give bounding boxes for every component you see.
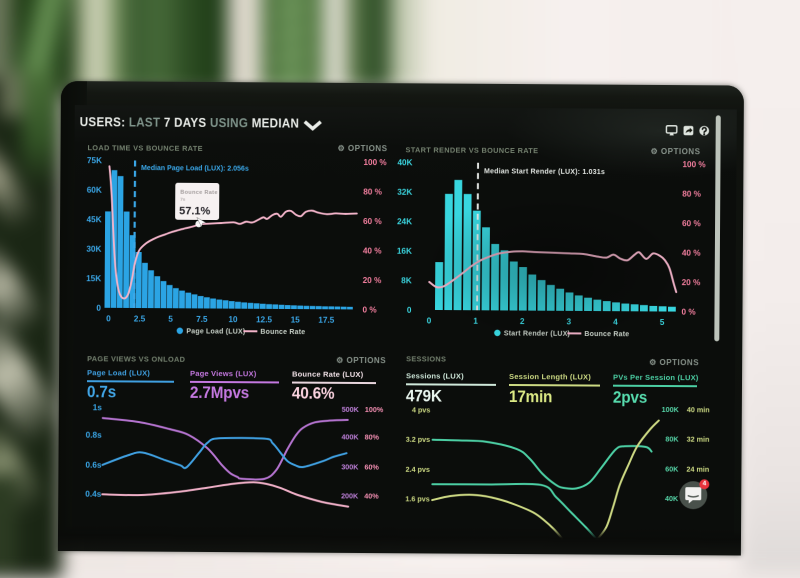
svg-text:Median Start Render (LUX): 1.0: Median Start Render (LUX): 1.031s [484,168,605,176]
svg-text:2.5: 2.5 [134,314,146,323]
svg-text:4 pvs: 4 pvs [412,405,430,414]
svg-text:40 %: 40 % [682,249,701,258]
svg-text:400K: 400K [341,432,359,441]
svg-text:7s: 7s [180,197,186,202]
svg-text:80K: 80K [665,435,679,444]
svg-text:Bounce Rate: Bounce Rate [584,331,629,338]
svg-text:40 min: 40 min [687,405,710,414]
svg-text:12.5: 12.5 [256,315,272,324]
svg-text:0: 0 [96,304,101,313]
svg-text:17.5: 17.5 [318,316,334,325]
svg-text:Page Load (LUX): Page Load (LUX) [186,328,245,335]
svg-text:1s: 1s [93,403,103,412]
svg-text:3: 3 [567,317,572,326]
svg-text:32 min: 32 min [687,435,710,444]
svg-text:15K: 15K [86,274,101,283]
svg-text:32K: 32K [397,188,412,197]
svg-text:40%: 40% [364,492,379,501]
svg-text:75K: 75K [87,156,102,165]
svg-text:Median Page Load (LUX): 2.056s: Median Page Load (LUX): 2.056s [141,165,249,173]
svg-text:2: 2 [520,317,525,326]
svg-text:45K: 45K [87,215,102,224]
svg-text:24 min: 24 min [686,465,709,474]
svg-text:0.4s: 0.4s [85,490,101,499]
svg-text:500K: 500K [342,405,360,414]
svg-text:0: 0 [106,314,111,323]
svg-text:0.8s: 0.8s [86,431,102,440]
svg-text:0: 0 [427,316,432,325]
svg-text:40 %: 40 % [363,247,382,256]
svg-text:1.6 pvs: 1.6 pvs [405,494,429,503]
svg-text:4: 4 [613,318,618,327]
svg-text:1: 1 [473,317,478,326]
svg-text:60 %: 60 % [363,217,382,226]
svg-text:80%: 80% [365,433,380,442]
svg-text:5: 5 [660,318,665,327]
svg-text:0 %: 0 % [681,308,696,317]
svg-text:60%: 60% [364,463,379,472]
svg-text:30K: 30K [86,245,101,254]
svg-text:100 %: 100 % [682,160,706,169]
svg-text:2.4 pvs: 2.4 pvs [406,465,430,474]
svg-text:60K: 60K [87,186,102,195]
svg-text:7.5: 7.5 [196,315,208,324]
svg-text:15: 15 [291,316,301,325]
svg-text:100%: 100% [365,405,384,414]
svg-text:8K: 8K [401,276,412,285]
svg-text:Bounce Rate: Bounce Rate [180,190,218,196]
svg-text:60 %: 60 % [682,219,701,228]
svg-text:0: 0 [407,306,412,315]
svg-text:57.1%: 57.1% [179,205,210,217]
svg-text:60K: 60K [665,465,679,474]
svg-text:0 %: 0 % [362,306,377,315]
svg-text:80 %: 80 % [363,188,382,197]
svg-text:100 %: 100 % [363,158,387,167]
svg-text:24K: 24K [397,217,412,226]
svg-text:Start Render (LUX): Start Render (LUX) [504,330,570,337]
svg-text:80 %: 80 % [682,190,701,199]
svg-text:40K: 40K [665,494,679,503]
svg-text:3.2 pvs: 3.2 pvs [406,435,430,444]
svg-text:20 %: 20 % [682,278,701,287]
svg-text:300K: 300K [341,462,359,471]
svg-text:Bounce Rate: Bounce Rate [260,329,305,336]
svg-text:100K: 100K [662,405,680,414]
svg-text:10: 10 [228,315,238,324]
svg-text:16K: 16K [397,247,412,256]
svg-text:20 %: 20 % [363,276,382,285]
svg-text:200K: 200K [341,491,359,500]
svg-text:0.6s: 0.6s [85,461,101,470]
svg-text:5: 5 [168,315,173,324]
svg-text:40K: 40K [397,158,412,167]
